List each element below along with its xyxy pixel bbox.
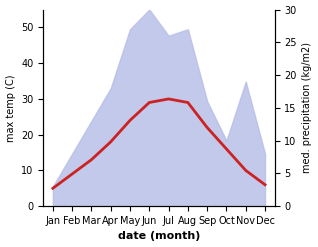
X-axis label: date (month): date (month) — [118, 231, 200, 242]
Y-axis label: med. precipitation (kg/m2): med. precipitation (kg/m2) — [302, 42, 313, 173]
Y-axis label: max temp (C): max temp (C) — [5, 74, 16, 142]
